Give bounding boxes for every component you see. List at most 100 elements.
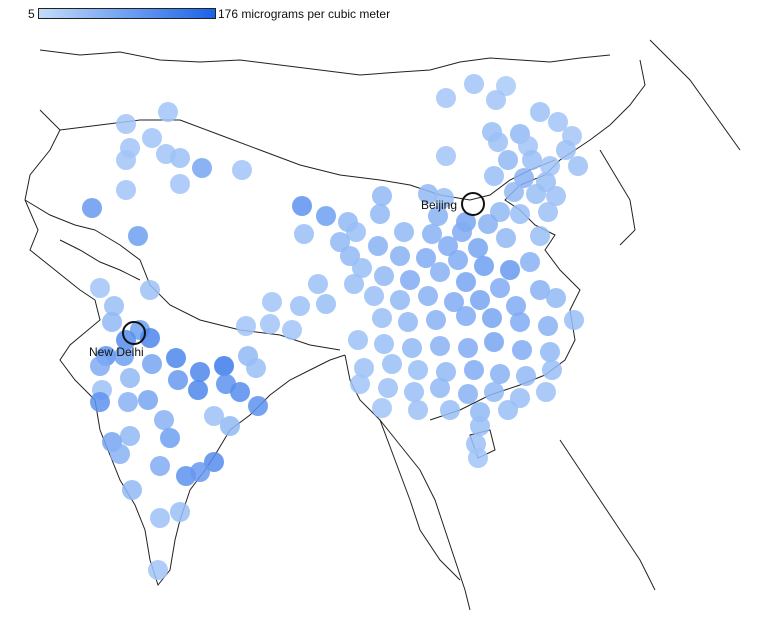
pollution-dot [458, 338, 478, 358]
border-mongolia [179, 119, 556, 201]
pollution-dot [506, 296, 526, 316]
pollution-dot [418, 184, 438, 204]
pollution-dot [484, 166, 504, 186]
city-beijing: Beijing [421, 192, 485, 216]
city-label-beijing: Beijing [421, 198, 457, 212]
pollution-dot [514, 168, 534, 188]
pollution-dot [236, 316, 256, 336]
pollution-dot [390, 246, 410, 266]
pollution-dot [308, 274, 328, 294]
pollution-dot [430, 336, 450, 356]
pollution-dot [430, 378, 450, 398]
pollution-dot [540, 342, 560, 362]
pollution-dot [444, 292, 464, 312]
pollution-dot [456, 306, 476, 326]
pollution-dot [170, 174, 190, 194]
pollution-dot [538, 316, 558, 336]
pollution-dot [138, 390, 158, 410]
pollution-dot [230, 382, 250, 402]
pollution-dot [248, 396, 268, 416]
pollution-dot [484, 382, 504, 402]
pollution-dot [190, 362, 210, 382]
city-marker-beijing [461, 192, 485, 216]
pollution-dot [484, 332, 504, 352]
pollution-dot [434, 188, 454, 208]
border-southeast-asia [379, 419, 461, 581]
map: Beijing New Delhi [24, 39, 741, 611]
pollution-dot [374, 334, 394, 354]
pollution-dot [168, 370, 188, 390]
pollution-dot [530, 226, 550, 246]
pollution-dot [372, 308, 392, 328]
coastline-east-india [214, 354, 346, 456]
pollution-dot [522, 150, 542, 170]
pollution-dot [282, 320, 302, 340]
pollution-dot [530, 102, 550, 122]
pollution-dot [526, 184, 546, 204]
pollution-dot [160, 428, 180, 448]
coastline-west-india [24, 109, 216, 587]
pollution-dot [470, 416, 490, 436]
pollution-dot [372, 186, 392, 206]
pollution-dot [116, 150, 136, 170]
pollution-dot [430, 262, 450, 282]
pollution-dot [542, 360, 562, 380]
country-borders [24, 39, 741, 611]
pollution-dot [90, 356, 110, 376]
pollution-dot [546, 186, 566, 206]
pollution-dot [564, 310, 584, 330]
pollution-dot [516, 366, 536, 386]
city-new-delhi: New Delhi [89, 321, 146, 359]
pollution-dot [402, 338, 422, 358]
pollution-dot [372, 398, 392, 418]
pollution-dot [292, 196, 312, 216]
pollution-dot [530, 280, 550, 300]
pollution-dot [82, 198, 102, 218]
pollution-dot [510, 204, 530, 224]
pollution-dot [408, 360, 428, 380]
pollution-dot [464, 360, 484, 380]
pollution-dot [490, 364, 510, 384]
pollution-dot [154, 410, 174, 430]
pollution-dot [418, 286, 438, 306]
pollution-dot [428, 206, 448, 226]
pollution-dot [142, 354, 162, 374]
pollution-dot [374, 266, 394, 286]
pollution-dot [568, 156, 588, 176]
pollution-dot [382, 354, 402, 374]
city-marker-new-delhi [122, 321, 146, 345]
pollution-dot [330, 232, 350, 252]
pollution-dot [546, 288, 566, 308]
pollution-dot [498, 150, 518, 170]
border-tibet [94, 229, 341, 351]
pollution-dot [246, 358, 266, 378]
legend-color-scale [38, 8, 216, 19]
pollution-dot [456, 272, 476, 292]
pollution-dot [102, 312, 122, 332]
pollution-dot [114, 346, 134, 366]
pollution-dot [452, 222, 472, 242]
pollution-dot [540, 156, 560, 176]
pollution-dot [368, 236, 388, 256]
pollution-dot [490, 278, 510, 298]
pollution-dot [510, 312, 530, 332]
pollution-dot [170, 148, 190, 168]
pollution-dot [394, 222, 414, 242]
pollution-dot [104, 296, 124, 316]
pollution-dot [548, 112, 568, 132]
pollution-dot [440, 400, 460, 420]
pollution-dot [512, 340, 532, 360]
pollution-dot [556, 140, 576, 160]
pollution-dot [390, 290, 410, 310]
pollution-dot [416, 248, 436, 268]
pollution-dot [90, 392, 110, 412]
pollution-dot [482, 308, 502, 328]
pollution-dot [436, 88, 456, 108]
pollution-dot [520, 252, 540, 272]
pollution-dot [142, 128, 162, 148]
measurement-dots [82, 74, 588, 580]
legend-min-label: 5 [28, 7, 35, 21]
pollution-dot [192, 158, 212, 178]
pollution-dot [538, 202, 558, 222]
pollution-dot [468, 448, 488, 468]
